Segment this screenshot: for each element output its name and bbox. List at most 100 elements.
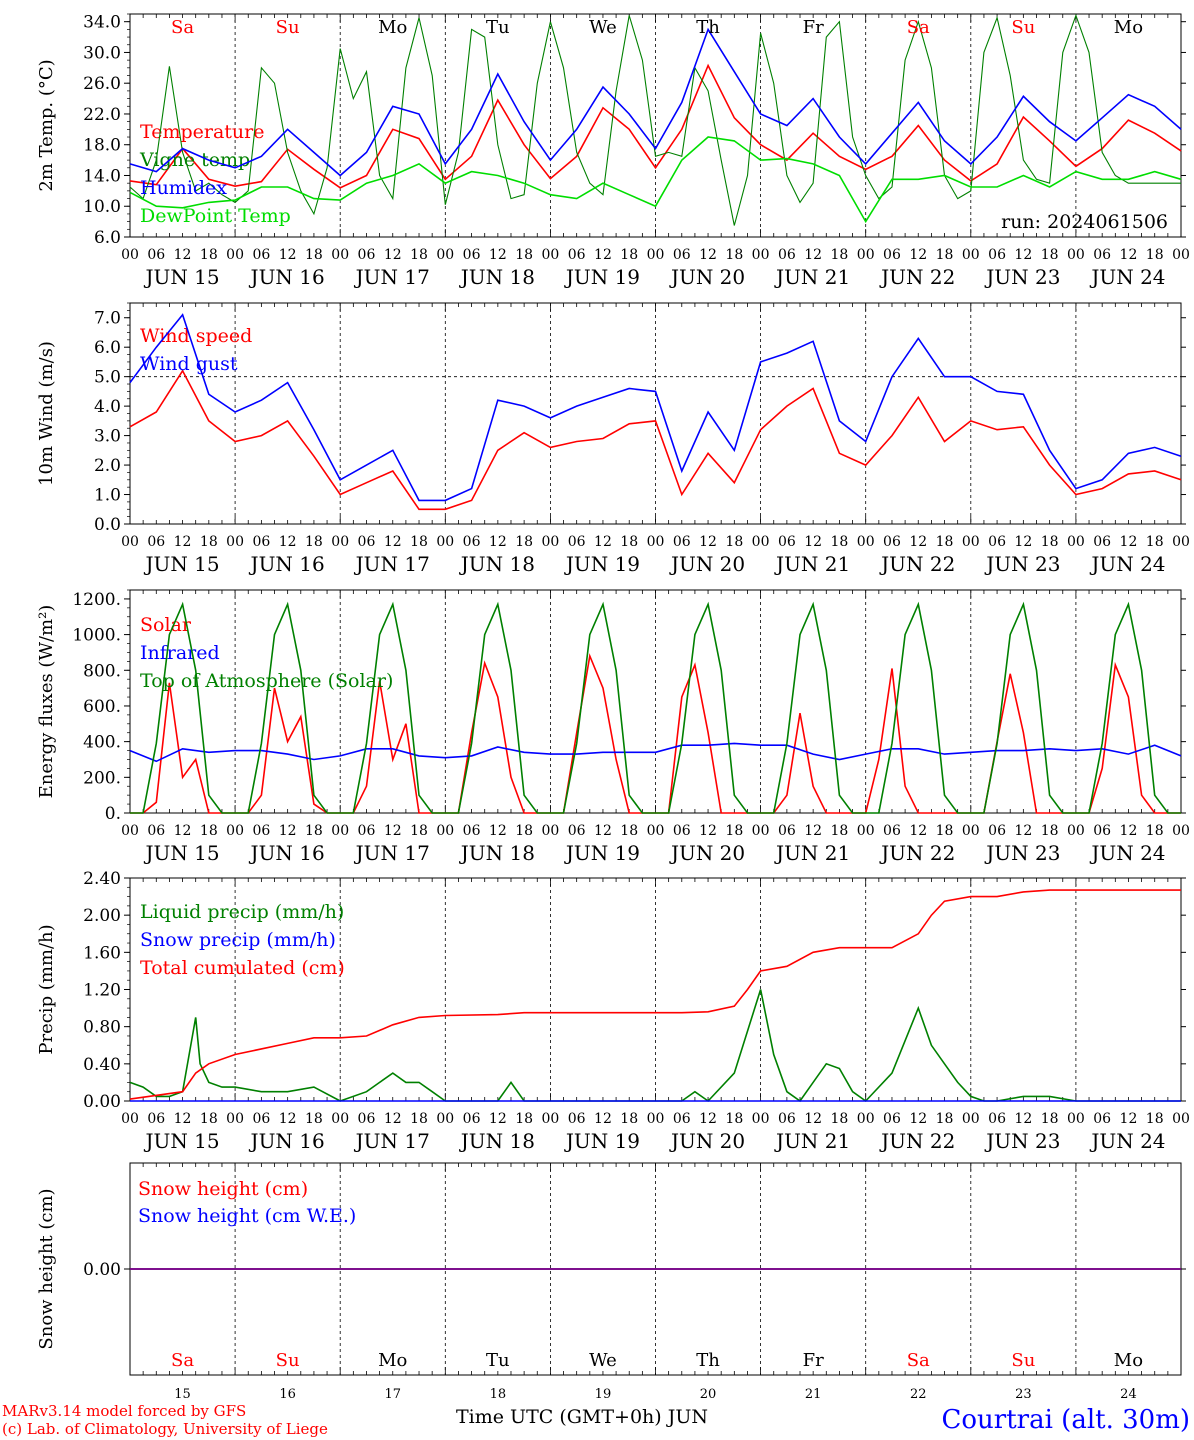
hour-tick-label: 06 xyxy=(568,247,586,263)
hour-tick-label: 00 xyxy=(752,534,770,550)
hour-tick-label: 06 xyxy=(1093,823,1111,839)
y-tick-label: 3.0 xyxy=(94,427,121,447)
hour-tick-label: 00 xyxy=(752,1111,770,1127)
run-label: run: 2024061506 xyxy=(1001,211,1168,233)
hour-tick-label: 18 xyxy=(1041,534,1059,550)
hour-tick-label: 00 xyxy=(857,823,875,839)
y-tick-label: 2.40 xyxy=(83,869,121,889)
weekday-label: Th xyxy=(696,17,720,38)
legend-entry: Vigne temp xyxy=(139,149,250,171)
y-tick-label: 1000. xyxy=(72,626,121,646)
hour-tick-label: 00 xyxy=(226,1111,244,1127)
weekday-label: Su xyxy=(1011,17,1035,38)
hour-tick-label: 18 xyxy=(831,247,849,263)
hour-tick-label: 12 xyxy=(909,1111,927,1127)
hour-tick-label: 12 xyxy=(489,1111,507,1127)
hour-tick-label: 06 xyxy=(988,247,1006,263)
hour-tick-label: 18 xyxy=(725,1111,743,1127)
hour-tick-label: 12 xyxy=(804,1111,822,1127)
date-label: JUN 23 xyxy=(984,265,1060,289)
y-tick-label: 34.0 xyxy=(83,13,121,33)
y-tick-label: 6.0 xyxy=(94,228,121,248)
hour-tick-label: 12 xyxy=(1120,823,1138,839)
hour-tick-label: 12 xyxy=(804,823,822,839)
station-label: Courtrai (alt. 30m) xyxy=(942,1405,1191,1435)
hour-tick-label: 00 xyxy=(121,534,139,550)
hour-tick-label: 00 xyxy=(436,823,454,839)
hour-tick-label: 00 xyxy=(1067,247,1085,263)
date-label: JUN 15 xyxy=(143,1129,219,1153)
y-tick-label: 0.00 xyxy=(83,1092,121,1112)
hour-tick-label: 00 xyxy=(121,247,139,263)
hour-tick-label: 00 xyxy=(647,534,665,550)
y-axis-label: Precip (mm/h) xyxy=(36,924,57,1054)
day-number-label: 24 xyxy=(1120,1387,1137,1402)
y-tick-label: 4.0 xyxy=(94,397,121,417)
hour-tick-label: 18 xyxy=(200,534,218,550)
model-credit-line: MARv3.14 model forced by GFS xyxy=(2,1402,246,1420)
hour-tick-label: 18 xyxy=(831,534,849,550)
hour-tick-label: 12 xyxy=(699,247,717,263)
figure-footer: MARv3.14 model forced by GFS (c) Lab. of… xyxy=(2,1402,1190,1438)
hour-tick-label: 06 xyxy=(988,823,1006,839)
date-label: JUN 22 xyxy=(879,552,955,576)
date-label: JUN 16 xyxy=(249,1129,325,1153)
hour-tick-label: 00 xyxy=(857,534,875,550)
hour-tick-label: 06 xyxy=(147,247,165,263)
date-label: JUN 15 xyxy=(143,552,219,576)
date-label: JUN 24 xyxy=(1089,552,1165,576)
hour-tick-label: 00 xyxy=(962,247,980,263)
hour-tick-label: 12 xyxy=(174,534,192,550)
day-number-label: 22 xyxy=(910,1387,927,1402)
hour-tick-label: 06 xyxy=(883,534,901,550)
hour-tick-label: 18 xyxy=(515,247,533,263)
day-number-label: 17 xyxy=(384,1387,401,1402)
day-number-label: 19 xyxy=(595,1387,612,1402)
hour-tick-label: 00 xyxy=(331,247,349,263)
hour-tick-label: 06 xyxy=(568,823,586,839)
day-number-label: 21 xyxy=(805,1387,822,1402)
weekday-label: Mo xyxy=(378,17,407,38)
date-label: JUN 15 xyxy=(143,841,219,865)
hour-tick-label: 18 xyxy=(515,1111,533,1127)
date-label: JUN 20 xyxy=(669,552,745,576)
hour-tick-label: 00 xyxy=(541,1111,559,1127)
hour-tick-label: 06 xyxy=(883,1111,901,1127)
hour-tick-label: 12 xyxy=(804,534,822,550)
hour-tick-label: 06 xyxy=(358,534,376,550)
y-tick-label: 1.60 xyxy=(83,943,121,963)
series-line-3 xyxy=(130,601,1181,814)
hour-tick-label: 00 xyxy=(1067,534,1085,550)
legend-entry: Snow height (cm) xyxy=(138,1178,308,1200)
hour-tick-label: 06 xyxy=(463,823,481,839)
legend-entry: Total cumulated (cm) xyxy=(140,957,345,979)
hour-tick-label: 18 xyxy=(936,823,954,839)
day-number-label: 15 xyxy=(174,1387,191,1402)
legend-entry: Wind speed xyxy=(140,325,252,347)
legend-entry: Temperature xyxy=(140,121,264,143)
date-label: JUN 18 xyxy=(459,1129,535,1153)
legend-entry: Snow height (cm W.E.) xyxy=(138,1205,356,1227)
panel-3: 0. 200. 400. 600. 800. 1000. 1200. Energy fluxe… xyxy=(36,589,1190,865)
xaxis-title: Time UTC (GMT+0h) JUN xyxy=(456,1406,708,1428)
day-number-label: 23 xyxy=(1015,1387,1032,1402)
y-axis-label: 10m Wind (m/s) xyxy=(36,341,57,486)
legend-entry: Top of Atmosphere (Solar) xyxy=(140,670,393,692)
weekday-label: Mo xyxy=(1114,17,1143,38)
series-line-1 xyxy=(129,63,1182,189)
hour-tick-label: 06 xyxy=(568,1111,586,1127)
y-tick-label: 14.0 xyxy=(83,166,121,186)
lab-credit-line: (c) Lab. of Climatology, University of L… xyxy=(2,1420,328,1438)
hour-tick-label: 18 xyxy=(305,247,323,263)
hour-tick-label: 12 xyxy=(489,823,507,839)
hour-tick-label: 00 xyxy=(121,1111,139,1127)
date-label: JUN 17 xyxy=(354,1129,430,1153)
hour-tick-label: 00 xyxy=(857,1111,875,1127)
date-label: JUN 20 xyxy=(669,1129,745,1153)
hour-tick-label: 06 xyxy=(147,823,165,839)
hour-tick-label: 06 xyxy=(358,823,376,839)
hour-tick-label: 18 xyxy=(305,823,323,839)
hour-tick-label: 12 xyxy=(699,534,717,550)
hour-tick-label: 18 xyxy=(410,247,428,263)
hour-tick-label: 00 xyxy=(1172,823,1190,839)
